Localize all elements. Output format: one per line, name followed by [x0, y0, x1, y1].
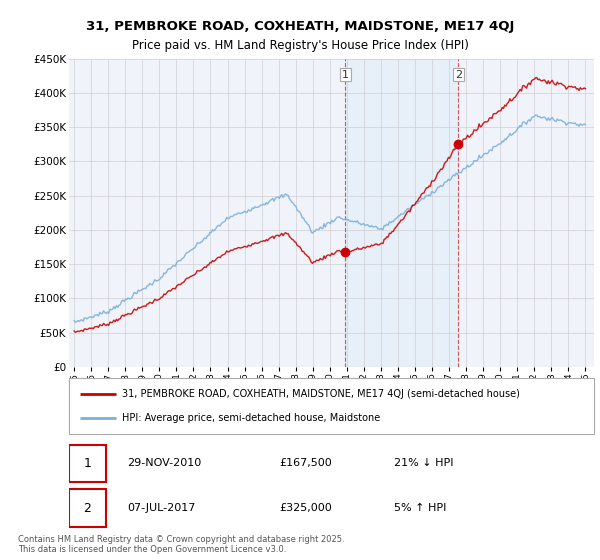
- Text: 1: 1: [83, 457, 91, 470]
- Text: 29-NOV-2010: 29-NOV-2010: [127, 459, 201, 468]
- Text: £167,500: £167,500: [279, 459, 332, 468]
- Text: Price paid vs. HM Land Registry's House Price Index (HPI): Price paid vs. HM Land Registry's House …: [131, 39, 469, 52]
- Bar: [346, 59, 458, 367]
- Text: 31, PEMBROKE ROAD, COXHEATH, MAIDSTONE, ME17 4QJ (semi-detached house): 31, PEMBROKE ROAD, COXHEATH, MAIDSTONE, …: [121, 389, 520, 399]
- Text: 07-JUL-2017: 07-JUL-2017: [127, 503, 195, 513]
- Text: Contains HM Land Registry data © Crown copyright and database right 2025.
This d: Contains HM Land Registry data © Crown c…: [18, 535, 344, 554]
- Text: 1: 1: [342, 69, 349, 80]
- Text: 5% ↑ HPI: 5% ↑ HPI: [395, 503, 447, 513]
- Text: 2: 2: [455, 69, 462, 80]
- Text: 21% ↓ HPI: 21% ↓ HPI: [395, 459, 454, 468]
- Text: 2: 2: [83, 502, 91, 515]
- FancyBboxPatch shape: [69, 378, 594, 434]
- FancyBboxPatch shape: [69, 445, 106, 482]
- Text: 31, PEMBROKE ROAD, COXHEATH, MAIDSTONE, ME17 4QJ: 31, PEMBROKE ROAD, COXHEATH, MAIDSTONE, …: [86, 20, 514, 32]
- FancyBboxPatch shape: [69, 489, 106, 527]
- Text: HPI: Average price, semi-detached house, Maidstone: HPI: Average price, semi-detached house,…: [121, 413, 380, 423]
- Text: £325,000: £325,000: [279, 503, 332, 513]
